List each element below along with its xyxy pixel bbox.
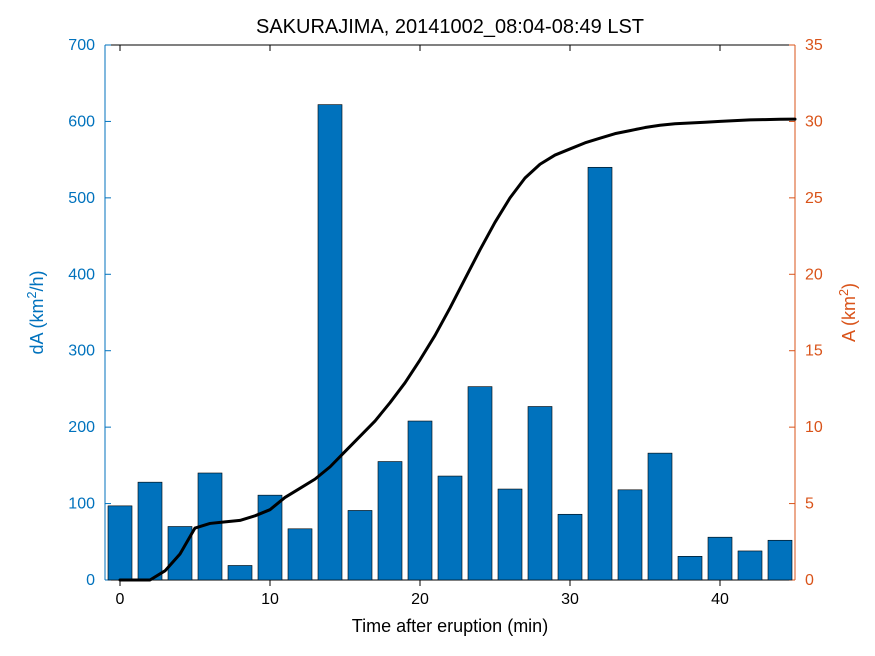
x-tick-label: 0 — [116, 591, 125, 608]
chart-title: SAKURAJIMA, 20141002_08:04-08:49 LST — [256, 16, 644, 38]
y-right-tick-label: 35 — [805, 37, 823, 54]
bar — [558, 514, 582, 580]
y-left-tick-label: 400 — [68, 266, 95, 283]
bar — [468, 387, 492, 580]
y-right-tick-label: 10 — [805, 419, 823, 436]
bar — [648, 453, 672, 580]
bar — [528, 407, 552, 580]
bar — [498, 489, 522, 580]
y-left-axis-label: dA (km2/h) — [25, 270, 47, 354]
dual-axis-chart: 0102030400100200300400500600700051015202… — [0, 0, 875, 656]
y-left-tick-label: 700 — [68, 37, 95, 54]
y-left-tick-label: 0 — [86, 572, 95, 589]
bar — [408, 421, 432, 580]
y-right-tick-label: 0 — [805, 572, 814, 589]
bar — [378, 462, 402, 580]
bar — [288, 529, 312, 580]
y-left-tick-label: 200 — [68, 419, 95, 436]
bar — [708, 537, 732, 580]
bar — [438, 476, 462, 580]
x-axis-label: Time after eruption (min) — [352, 616, 548, 636]
bar — [588, 167, 612, 580]
bar — [348, 510, 372, 580]
bar — [768, 540, 792, 580]
x-tick-label: 40 — [711, 591, 729, 608]
y-right-tick-label: 15 — [805, 343, 823, 360]
bar — [738, 551, 762, 580]
bar — [138, 482, 162, 580]
y-right-tick-label: 5 — [805, 496, 814, 513]
y-left-tick-label: 500 — [68, 190, 95, 207]
x-tick-label: 30 — [561, 591, 579, 608]
bar — [318, 105, 342, 580]
y-left-tick-label: 300 — [68, 343, 95, 360]
bar — [108, 506, 132, 580]
bar — [228, 565, 252, 580]
y-left-tick-label: 600 — [68, 113, 95, 130]
x-tick-label: 20 — [411, 591, 429, 608]
y-right-tick-label: 25 — [805, 190, 823, 207]
bar — [618, 490, 642, 580]
y-left-tick-label: 100 — [68, 496, 95, 513]
y-right-tick-label: 20 — [805, 266, 823, 283]
x-tick-label: 10 — [261, 591, 279, 608]
bar — [678, 556, 702, 580]
y-right-tick-label: 30 — [805, 113, 823, 130]
